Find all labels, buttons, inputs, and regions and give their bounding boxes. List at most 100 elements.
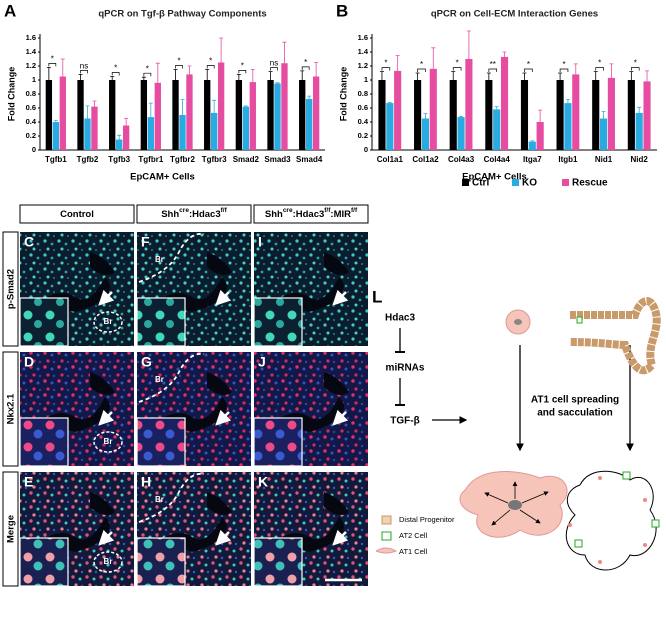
error-bar: [431, 47, 436, 69]
error-bar: [558, 72, 563, 80]
y-tick-label: 1: [364, 75, 368, 84]
significance-bracket: [80, 70, 88, 74]
spread-arrows: [484, 481, 549, 526]
significance-bracket: [301, 66, 310, 70]
x-axis-label: EpCAM+ Cells: [462, 172, 527, 183]
significance-label: ns: [270, 59, 278, 68]
error-bar: [593, 71, 598, 80]
y-tick-label: 1.4: [358, 47, 369, 56]
arrow: [215, 289, 232, 306]
panel-letter: H: [141, 474, 151, 490]
x-tick-label: Nid1: [595, 155, 613, 164]
x-tick-label: Tgfb3: [108, 155, 130, 164]
x-tick-label: Col1a2: [412, 155, 439, 164]
bronchus-label: Br: [104, 437, 113, 446]
distal-tube: [569, 297, 661, 375]
panel-letter: B: [336, 1, 348, 20]
legend-label: KO: [522, 178, 537, 189]
error-bar: [379, 71, 384, 80]
error-bar: [60, 58, 65, 77]
x-tick-label: Smad2: [233, 155, 260, 164]
significance-bracket: [452, 67, 462, 71]
y-tick-label: 1.2: [26, 61, 36, 70]
bar: [500, 56, 509, 150]
bar: [179, 115, 186, 150]
bar: [281, 63, 288, 151]
bar: [154, 82, 161, 150]
legend-progenitor: [381, 515, 392, 525]
airspace: [157, 252, 232, 312]
significance-bracket: [524, 68, 533, 72]
legend-at2: [381, 531, 392, 541]
significance-label: *: [114, 64, 117, 73]
significance-bracket: [111, 72, 120, 76]
bar: [109, 80, 116, 150]
bar: [465, 59, 473, 150]
error-bar: [573, 63, 578, 75]
row-label-box: [2, 231, 19, 347]
error-bar: [46, 67, 51, 80]
error-bar: [180, 99, 185, 115]
significance-bracket: [206, 65, 215, 69]
row-label: p-Smad2: [6, 269, 17, 309]
significance-bracket: [143, 72, 152, 77]
bar: [274, 83, 281, 150]
error-bar: [268, 71, 273, 80]
error-bar: [173, 69, 178, 80]
bar: [312, 76, 320, 150]
row-label: Merge: [6, 515, 17, 543]
bronchus-outline: [138, 232, 205, 283]
x-tick-label: Itga7: [523, 155, 542, 164]
bar: [493, 109, 501, 150]
bar: [643, 81, 651, 150]
error-bar: [629, 71, 634, 80]
significance-bracket: [270, 67, 278, 71]
bar: [607, 77, 615, 150]
error-bar: [219, 37, 224, 63]
error-bar: [243, 105, 248, 107]
header-text: Control: [60, 209, 94, 220]
micrographs: Control Shhcre​:Hdac3f/f​ Shhcre​:Hdac3f/f…: [2, 204, 369, 587]
error-bar: [502, 51, 507, 57]
error-bar: [300, 70, 305, 80]
bar: [306, 98, 313, 150]
arrow: [332, 289, 349, 306]
error-bar: [275, 82, 280, 84]
significance-bracket: [238, 70, 247, 74]
significance-label: *: [51, 55, 54, 64]
y-tick-label: 0.6: [358, 103, 368, 112]
node-label: Hdac3: [385, 313, 415, 324]
column-header-box: [253, 204, 369, 224]
airspace: [274, 372, 349, 432]
significance-label: *: [209, 57, 212, 66]
x-tick-label: Smad4: [296, 155, 323, 164]
error-bar: [637, 106, 642, 113]
y-tick-label: 1.6: [26, 33, 36, 42]
bronchus-label: Br: [104, 557, 113, 566]
bar: [394, 70, 402, 150]
header-sup: f/f: [351, 207, 358, 214]
row-label-box: [2, 351, 19, 467]
bar: [204, 80, 211, 150]
x-tick-label: Tgfb2: [77, 155, 99, 164]
legend-swatch: [462, 179, 469, 186]
process-label: and sacculation: [537, 408, 613, 419]
at2-cells: [574, 471, 660, 548]
significance-label: *: [456, 59, 459, 68]
bronchus-label: Br: [155, 495, 164, 504]
panel-letter: J: [258, 354, 266, 370]
legend-label: AT2 Cell: [399, 531, 428, 540]
column-header: Shhcre​:Hdac3f/f​: [161, 207, 227, 220]
error-bar: [415, 72, 420, 80]
error-bar: [212, 99, 217, 113]
bar: [77, 80, 84, 150]
y-tick-label: 0: [32, 145, 36, 154]
error-bar: [53, 120, 58, 122]
error-bar: [250, 69, 255, 83]
bar: [140, 80, 148, 150]
significance-bracket: [595, 67, 604, 71]
significance-bracket: [559, 68, 569, 72]
error-bar: [522, 72, 527, 80]
bar: [600, 118, 608, 150]
